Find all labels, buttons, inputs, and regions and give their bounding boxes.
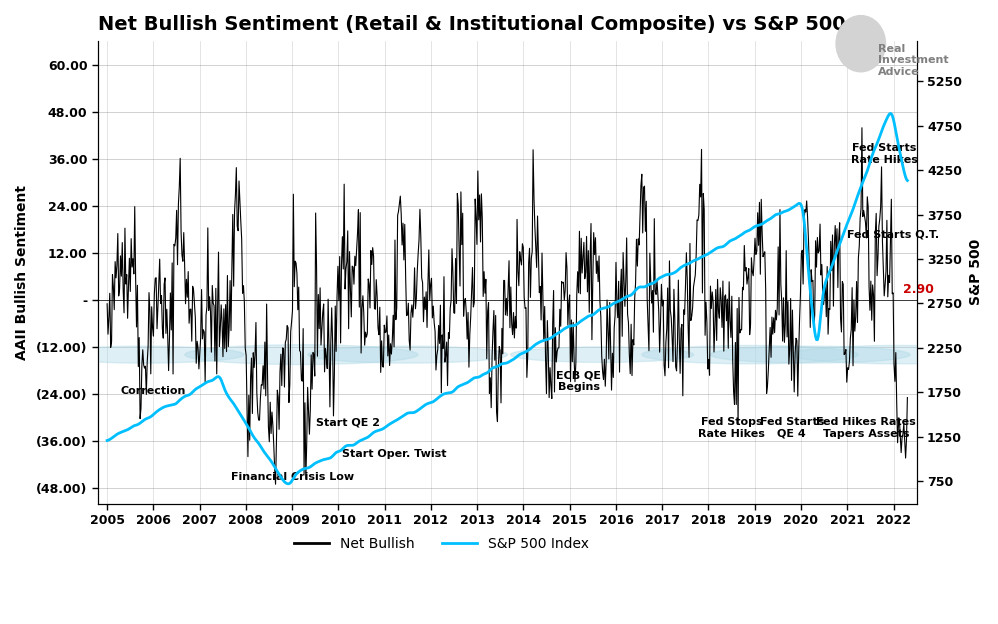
Circle shape [711, 346, 910, 363]
Text: Fed Starts
Rate Hikes: Fed Starts Rate Hikes [851, 143, 918, 165]
Text: Financial Crisis Low: Financial Crisis Low [231, 472, 353, 482]
Text: Fed Starts Q.T.: Fed Starts Q.T. [847, 229, 939, 239]
Circle shape [789, 346, 998, 364]
Text: Start QE 2: Start QE 2 [315, 417, 379, 427]
Text: ECB QE
Begins: ECB QE Begins [557, 370, 602, 392]
Circle shape [185, 345, 418, 364]
Text: Fed Hikes Rates
Tapers Assets: Fed Hikes Rates Tapers Assets [816, 417, 915, 439]
Text: Correction: Correction [121, 386, 186, 396]
Y-axis label: S&P 500: S&P 500 [969, 239, 983, 306]
Text: Fed Stops
Rate Hikes: Fed Stops Rate Hikes [699, 417, 765, 439]
Circle shape [44, 346, 245, 363]
Text: Net Bullish Sentiment (Retail & Institutional Composite) vs S&P 500: Net Bullish Sentiment (Retail & Institut… [98, 15, 845, 34]
Circle shape [642, 346, 858, 364]
Text: 2.90: 2.90 [903, 283, 934, 296]
Text: Start Oper. Twist: Start Oper. Twist [341, 449, 446, 459]
Text: Fed Starts
QE 4: Fed Starts QE 4 [759, 417, 824, 439]
Y-axis label: AAII Bullish Sentiment: AAII Bullish Sentiment [15, 185, 29, 360]
Circle shape [836, 16, 885, 72]
Legend: Net Bullish, S&P 500 Index: Net Bullish, S&P 500 Index [288, 532, 595, 557]
Circle shape [511, 347, 694, 363]
Circle shape [307, 346, 508, 363]
Text: Real
Investment
Advice: Real Investment Advice [878, 44, 949, 77]
